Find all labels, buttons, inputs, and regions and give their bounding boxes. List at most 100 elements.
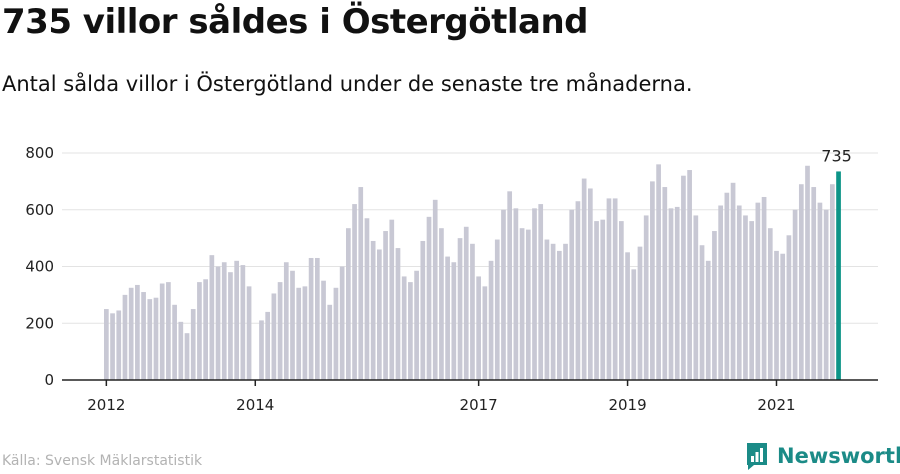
bar	[358, 187, 364, 380]
bar	[712, 231, 717, 380]
bar	[631, 269, 637, 380]
bar	[532, 208, 537, 380]
bar	[693, 215, 699, 380]
bar	[718, 205, 723, 380]
bar	[445, 256, 450, 380]
bar	[271, 293, 277, 380]
bar	[221, 262, 227, 380]
bar	[327, 304, 333, 380]
bar	[159, 283, 165, 380]
bar	[308, 257, 314, 380]
bar	[352, 204, 357, 380]
bar	[774, 250, 779, 380]
y-tick-label: 0	[44, 371, 54, 389]
x-tick-label: 2021	[757, 396, 795, 414]
bar	[228, 272, 233, 380]
bar	[650, 181, 655, 381]
bar	[209, 255, 215, 380]
bar	[811, 187, 817, 380]
bar	[681, 175, 686, 380]
bar	[519, 228, 525, 380]
bar	[166, 282, 171, 380]
bar	[370, 240, 376, 380]
bar	[135, 284, 140, 380]
bar	[408, 282, 413, 380]
bar	[494, 239, 500, 380]
x-tick-label: 2019	[608, 396, 646, 414]
brand-name: Newsworthy	[777, 444, 900, 468]
bar	[141, 292, 146, 380]
x-tick-label: 2017	[460, 396, 498, 414]
bar	[606, 198, 612, 380]
bar	[426, 216, 432, 380]
bar	[687, 170, 692, 380]
bar	[798, 184, 804, 380]
bar	[104, 309, 109, 380]
bar	[488, 260, 494, 380]
bar	[761, 196, 767, 380]
brand[interactable]: Newsworthy	[745, 441, 900, 471]
bar	[805, 165, 810, 380]
bar	[314, 257, 320, 380]
bar	[302, 286, 308, 380]
x-tick-label: 2014	[236, 396, 274, 414]
bar	[786, 235, 792, 380]
bar	[172, 304, 177, 380]
bar	[153, 297, 159, 380]
bar	[333, 287, 339, 380]
bar	[432, 199, 438, 380]
data-label: 735	[821, 146, 852, 165]
bar	[110, 313, 115, 380]
bar	[780, 253, 786, 380]
bar	[197, 282, 202, 380]
bar	[457, 238, 463, 381]
bar	[594, 221, 599, 380]
bar	[767, 228, 773, 380]
bar	[482, 286, 488, 380]
bar	[792, 209, 798, 380]
bar	[575, 201, 581, 380]
y-tick-label: 200	[25, 314, 54, 332]
bar	[364, 218, 370, 380]
bar	[823, 209, 829, 380]
bar	[128, 287, 134, 380]
bar	[569, 209, 575, 380]
bar	[668, 208, 674, 380]
bar	[699, 245, 705, 380]
bar	[234, 260, 240, 380]
bar	[619, 221, 624, 380]
y-tick-label: 400	[25, 258, 54, 276]
bar	[544, 239, 550, 380]
bar	[643, 215, 649, 380]
bar	[674, 206, 680, 380]
bar	[817, 202, 823, 380]
bar	[246, 286, 252, 380]
bar	[321, 280, 326, 380]
bar	[346, 228, 351, 380]
bar	[190, 309, 196, 380]
bar	[290, 270, 295, 380]
bar	[463, 226, 469, 380]
chart-subtitle: Antal sålda villor i Östergötland under …	[2, 72, 693, 96]
bar	[283, 262, 289, 380]
bar	[451, 262, 457, 380]
bar	[147, 299, 153, 380]
bar	[122, 294, 128, 381]
bar	[513, 208, 519, 380]
bar	[625, 252, 630, 380]
bar	[612, 198, 618, 380]
bar	[383, 231, 388, 380]
bar	[656, 164, 661, 380]
bar	[215, 266, 221, 380]
bar	[470, 243, 475, 380]
bar	[501, 209, 506, 380]
bar	[277, 282, 283, 380]
bar	[420, 240, 426, 380]
bar	[600, 219, 606, 380]
bar	[296, 287, 302, 380]
bar	[743, 215, 748, 380]
bar	[116, 310, 122, 380]
bar	[439, 228, 444, 380]
bar	[377, 249, 382, 380]
bar	[259, 320, 264, 380]
